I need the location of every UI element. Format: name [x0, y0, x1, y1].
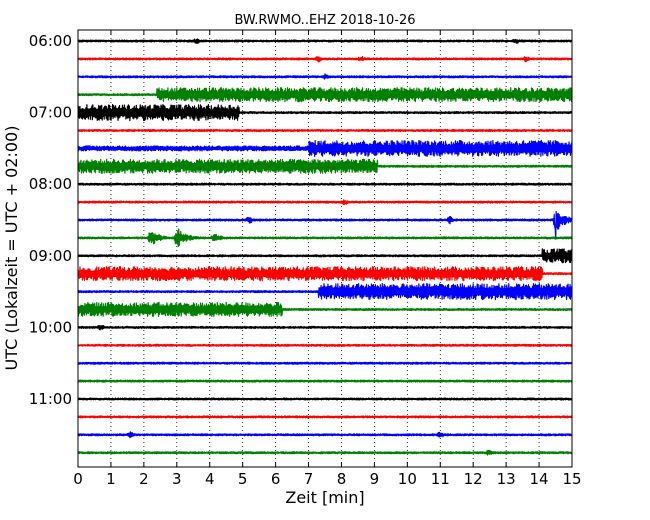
trace-line	[77, 199, 573, 206]
y-tick-label: 08:00	[29, 175, 72, 193]
chart-title: BW.RWMO..EHZ 2018-10-26	[234, 13, 415, 28]
trace-line	[77, 266, 573, 282]
trace-rows	[77, 38, 573, 456]
trace-row-0845	[77, 228, 573, 248]
trace-line	[77, 56, 573, 63]
trace-row-1000	[77, 325, 573, 331]
y-tick-label: 07:00	[29, 104, 72, 122]
trace-line	[77, 182, 573, 186]
trace-row-0815	[77, 199, 573, 206]
trace-row-1130	[77, 431, 573, 439]
trace-line	[77, 325, 573, 331]
trace-line	[77, 431, 573, 439]
trace-row-0915	[77, 266, 573, 282]
trace-line	[77, 301, 573, 318]
trace-line	[77, 283, 573, 301]
trace-row-0615	[77, 56, 573, 63]
x-tick-label: 15	[562, 470, 581, 488]
trace-row-1115	[77, 415, 573, 419]
plot-frame	[77, 29, 573, 468]
trace-line	[77, 397, 573, 401]
trace-row-0715	[77, 128, 573, 133]
trace-line	[77, 343, 573, 347]
x-tick-label: 11	[431, 470, 450, 488]
trace-row-0800	[77, 182, 573, 186]
trace-row-0700	[77, 104, 573, 122]
trace-row-1145	[77, 449, 573, 456]
y-tick-label: 09:00	[29, 247, 72, 265]
y-tick-label: 11:00	[29, 390, 72, 408]
trace-line	[77, 361, 573, 365]
trace-row-0930	[77, 283, 573, 301]
trace-row-0945	[77, 301, 573, 318]
y-axis: 06:00 07:00 08:00 09:00 10:00 11:00	[29, 32, 572, 408]
trace-row-0730	[77, 139, 573, 157]
x-tick-label: 9	[370, 470, 380, 488]
grid-lines	[110, 30, 540, 467]
y-tick-label: 06:00	[29, 32, 72, 50]
trace-line	[77, 38, 573, 45]
x-tick-label: 2	[139, 470, 149, 488]
x-tick-label: 8	[337, 470, 347, 488]
trace-row-0830	[77, 210, 573, 240]
trace-line	[77, 210, 573, 240]
trace-line	[77, 87, 573, 103]
trace-line	[77, 139, 573, 157]
y-tick-label: 10:00	[29, 318, 72, 336]
trace-line	[77, 449, 573, 456]
trace-line	[77, 415, 573, 419]
x-tick-label: 12	[464, 470, 483, 488]
trace-row-0745	[77, 158, 573, 174]
y-axis-label: UTC (Lokalzeit = UTC + 02:00)	[2, 126, 21, 371]
trace-line	[77, 158, 573, 174]
x-tick-label: 5	[238, 470, 248, 488]
trace-row-1100	[77, 397, 573, 401]
x-tick-label: 6	[271, 470, 281, 488]
trace-line	[77, 248, 573, 264]
trace-row-0900	[77, 248, 573, 264]
trace-line	[77, 228, 573, 248]
x-axis-label: Zeit [min]	[285, 488, 364, 507]
x-tick-label: 1	[106, 470, 116, 488]
x-tick-label: 10	[398, 470, 417, 488]
trace-line	[77, 104, 573, 122]
x-tick-label: 7	[304, 470, 314, 488]
x-tick-label: 4	[205, 470, 215, 488]
trace-row-1045	[77, 379, 573, 383]
trace-line	[77, 379, 573, 383]
x-tick-label: 0	[73, 470, 83, 488]
x-tick-label: 3	[172, 470, 182, 488]
trace-row-0645	[77, 87, 573, 103]
trace-row-1030	[77, 361, 573, 365]
x-axis: 0 1 2 3 4 5 6 7 8 9 10 11 12 13 14 15	[73, 30, 582, 488]
trace-line	[77, 73, 573, 80]
trace-row-1015	[77, 343, 573, 347]
trace-line	[77, 128, 573, 133]
x-tick-label: 14	[530, 470, 549, 488]
trace-row-0600	[77, 38, 573, 45]
trace-row-0630	[77, 73, 573, 80]
x-tick-label: 13	[497, 470, 516, 488]
